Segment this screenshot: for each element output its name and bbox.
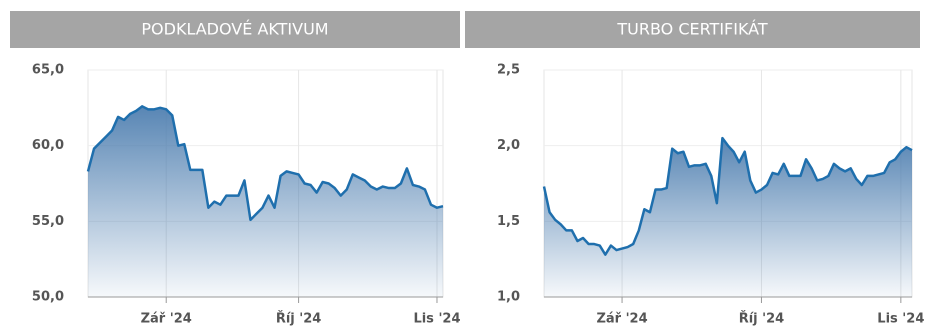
x-tick-label: Říj '24 bbox=[276, 311, 322, 327]
y-tick-label: 65,0 bbox=[32, 63, 64, 78]
panel-header bbox=[10, 11, 460, 48]
line bbox=[542, 136, 913, 256]
x-tick-label: Zář '24 bbox=[141, 312, 192, 327]
y-tick-label: 60,0 bbox=[32, 138, 64, 153]
panel-title: PODKLADOVÉ AKTIVUM bbox=[141, 20, 328, 39]
x-tick-label: Zář '24 bbox=[596, 312, 647, 327]
x-tick-label: Lis '24 bbox=[877, 312, 924, 327]
panel-title: TURBO CERTIFIKÁT bbox=[616, 20, 768, 39]
panel-header bbox=[465, 11, 920, 48]
y-tick-label: 2,0 bbox=[497, 138, 520, 153]
area-fill bbox=[544, 138, 912, 297]
y-tick-label: 2,5 bbox=[497, 63, 520, 78]
y-tick-label: 50,0 bbox=[32, 290, 64, 305]
x-tick-label: Lis '24 bbox=[413, 312, 460, 327]
line bbox=[86, 105, 444, 222]
y-tick-label: 55,0 bbox=[32, 214, 64, 229]
y-tick-label: 1,5 bbox=[497, 214, 520, 229]
y-tick-label: 1,0 bbox=[497, 290, 520, 305]
x-tick-label: Říj '24 bbox=[739, 311, 785, 327]
